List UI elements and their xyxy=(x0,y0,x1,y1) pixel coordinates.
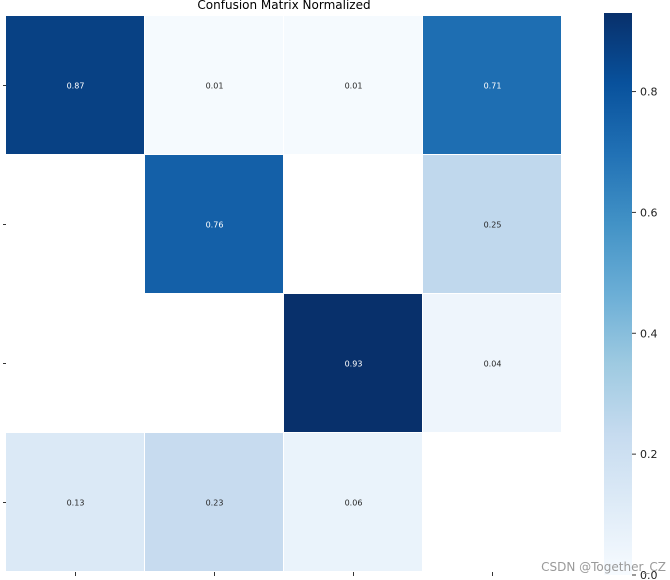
heatmap-cell-r3-c1 xyxy=(145,433,283,571)
colorbar-tick-label: 0.4 xyxy=(640,327,658,340)
colorbar-tick-label: 0.0 xyxy=(640,569,658,580)
heatmap-cells: 0.87 0.01 0.01 0.71 0.76 0.25 0.93 0.04 0.13 0.23… xyxy=(6,16,561,571)
colorbar xyxy=(604,13,632,575)
cell-value-label: 0.06 xyxy=(345,499,363,508)
colorbar-tick-label: 0.6 xyxy=(640,206,658,219)
heatmap-cell-r3-c0 xyxy=(6,433,144,571)
cell-value-label: 0.93 xyxy=(345,360,363,369)
cell-value-label: 0.01 xyxy=(206,82,224,91)
cell-value-label: 0.87 xyxy=(67,82,85,91)
heatmap-cell-r2-c3 xyxy=(423,294,561,432)
heatmap-cell-r0-c1 xyxy=(145,16,283,154)
cell-value-label: 0.76 xyxy=(206,221,224,230)
heatmap-cell-r0-c0 xyxy=(6,16,144,154)
heatmap-cell-r3-c2 xyxy=(284,433,422,571)
colorbar-ticks: 0.0 0.2 0.4 0.6 0.8 xyxy=(632,86,658,580)
heatmap-cell-r1-c1 xyxy=(145,155,283,293)
cell-value-label: 0.23 xyxy=(206,499,224,508)
cell-value-label: 0.13 xyxy=(67,499,85,508)
heatmap-cell-r1-c3 xyxy=(423,155,561,293)
cell-value-label: 0.71 xyxy=(484,82,502,91)
cell-value-label: 0.01 xyxy=(345,82,363,91)
cell-value-label: 0.04 xyxy=(484,360,502,369)
y-axis-ticks xyxy=(3,85,6,503)
chart-title: Confusion Matrix Normalized xyxy=(197,0,370,12)
colorbar-tick-label: 0.2 xyxy=(640,448,658,461)
colorbar-tick-label: 0.8 xyxy=(640,86,658,99)
heatmap-cell-r2-c2 xyxy=(284,294,422,432)
heatmap-cell-r0-c2 xyxy=(284,16,422,154)
watermark-text: CSDN @Together_CZ xyxy=(541,560,666,574)
x-axis-ticks xyxy=(75,572,493,576)
heatmap-cell-r0-c3 xyxy=(423,16,561,154)
cell-value-label: 0.25 xyxy=(484,221,502,230)
